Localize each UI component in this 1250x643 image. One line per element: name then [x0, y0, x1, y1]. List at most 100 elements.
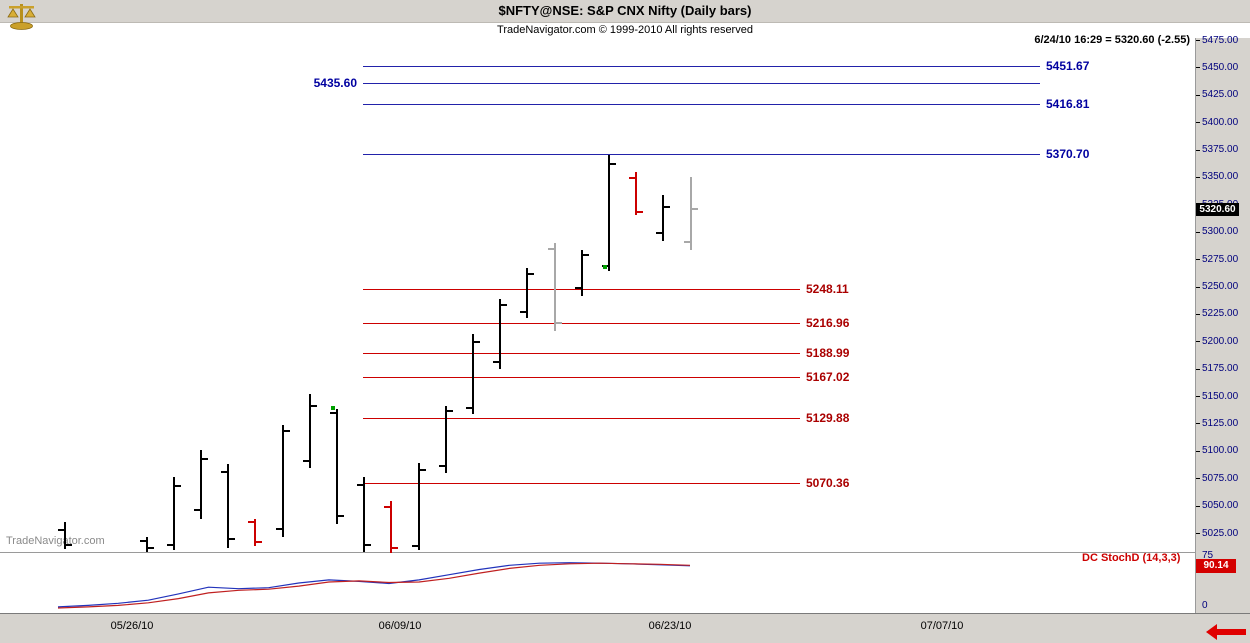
- ohlc-bar: [553, 242, 556, 332]
- ohlc-open-tick: [139, 539, 146, 542]
- ohlc-close-tick: [501, 304, 508, 307]
- ohlc-close-tick: [229, 537, 236, 540]
- ohlc-close-tick: [174, 484, 181, 487]
- price-line-label: 5129.88: [806, 411, 850, 426]
- ohlc-open-tick: [493, 361, 500, 364]
- price-line[interactable]: [363, 483, 800, 485]
- trade-marker: [603, 264, 607, 269]
- ohlc-close-tick: [392, 547, 399, 550]
- price-line-label: 5370.70: [1046, 147, 1090, 162]
- price-line-label: 5451.67: [1046, 58, 1090, 73]
- ohlc-bar: [281, 424, 284, 538]
- ohlc-bar: [580, 250, 583, 297]
- watermark: TradeNavigator.com: [6, 535, 105, 547]
- ohlc-bar: [689, 176, 692, 251]
- ohlc-bar: [227, 464, 230, 549]
- price-line-label: 5167.02: [806, 370, 850, 385]
- price-line[interactable]: [363, 83, 1040, 85]
- price-axis[interactable]: [1195, 38, 1250, 643]
- ohlc-bar: [608, 155, 610, 272]
- stoch-panel[interactable]: [0, 552, 1196, 615]
- ohlc-close-tick: [637, 211, 644, 213]
- ohlc-open-tick: [547, 248, 554, 251]
- copyright-line: TradeNavigator.com © 1999-2010 All right…: [497, 24, 753, 36]
- title-bar: $NFTY@NSE: S&P CNX Nifty (Daily bars): [0, 0, 1250, 23]
- ohlc-open-tick: [166, 544, 173, 547]
- price-line[interactable]: [363, 377, 800, 379]
- ohlc-open-tick: [221, 470, 228, 473]
- price-line-label: 5216.96: [806, 315, 850, 330]
- last-quote-readout: 6/24/10 16:29 = 5320.60 (-2.55): [1034, 34, 1190, 46]
- last-price-badge: 5320.60: [1196, 203, 1239, 216]
- ohlc-open-tick: [438, 465, 445, 468]
- ohlc-bar: [444, 405, 447, 473]
- ohlc-close-tick: [664, 205, 671, 208]
- ohlc-close-tick: [555, 321, 562, 324]
- scales-icon: [7, 4, 36, 30]
- ohlc-close-tick: [365, 544, 372, 547]
- price-line-label: 5435.60: [313, 76, 357, 91]
- ohlc-close-tick: [582, 253, 589, 256]
- ohlc-bar: [336, 409, 338, 525]
- ohlc-bar: [254, 518, 257, 547]
- ohlc-open-tick: [275, 527, 282, 530]
- ohlc-bar: [499, 298, 502, 369]
- ohlc-bar: [472, 333, 474, 414]
- stoch-axis-label-0: 0: [1202, 600, 1208, 611]
- ohlc-close-tick: [310, 404, 317, 407]
- ohlc-close-tick: [202, 457, 208, 460]
- ohlc-bar: [662, 194, 665, 241]
- ohlc-close-tick: [66, 544, 72, 547]
- ohlc-open-tick: [194, 509, 200, 511]
- chart-title: $NFTY@NSE: S&P CNX Nifty (Daily bars): [498, 3, 752, 18]
- ohlc-close-tick: [419, 468, 426, 471]
- ohlc-bar: [526, 267, 529, 319]
- ohlc-bar: [200, 449, 202, 519]
- ohlc-close-tick: [147, 547, 154, 550]
- red-arrow-icon: [1206, 624, 1246, 640]
- stoch-value-badge: 90.14: [1196, 559, 1236, 573]
- ohlc-open-tick: [656, 231, 663, 234]
- ohlc-close-tick: [256, 540, 263, 543]
- ohlc-open-tick: [466, 407, 472, 410]
- ohlc-close-tick: [528, 273, 535, 276]
- ohlc-close-tick: [446, 410, 453, 413]
- ohlc-close-tick: [283, 430, 290, 433]
- ohlc-bar: [145, 537, 148, 552]
- price-line-label: 5188.99: [806, 346, 850, 361]
- price-line[interactable]: [363, 322, 800, 324]
- trade-marker: [331, 406, 335, 411]
- ohlc-open-tick: [58, 528, 64, 531]
- time-axis[interactable]: [0, 613, 1250, 643]
- stoch-line-D: [57, 562, 691, 609]
- price-line-label: 5070.36: [806, 476, 850, 491]
- ohlc-close-tick: [610, 162, 616, 165]
- ohlc-open-tick: [411, 545, 418, 548]
- indicator-label: DC StochD (14,3,3): [1082, 552, 1181, 564]
- price-line[interactable]: [363, 353, 800, 355]
- price-line-label: 5248.11: [806, 281, 849, 296]
- ohlc-open-tick: [683, 240, 690, 243]
- price-line[interactable]: [363, 154, 1040, 156]
- stoch-axis-label-75: 75: [1202, 550, 1214, 561]
- ohlc-open-tick: [629, 177, 636, 179]
- price-line[interactable]: [363, 418, 800, 420]
- price-line-label: 5416.81: [1046, 96, 1090, 111]
- stoch-plot: [57, 562, 691, 609]
- ohlc-open-tick: [520, 310, 527, 313]
- ohlc-open-tick: [248, 521, 255, 523]
- ohlc-bar: [417, 462, 420, 551]
- ohlc-open-tick: [357, 483, 364, 486]
- price-line[interactable]: [363, 103, 1040, 105]
- ohlc-bar: [635, 171, 638, 216]
- ohlc-bar: [363, 477, 366, 552]
- price-line[interactable]: [363, 65, 1040, 67]
- ohlc-close-tick: [691, 208, 698, 211]
- ohlc-open-tick: [330, 411, 336, 414]
- scroll-left-arrow[interactable]: [1206, 624, 1248, 643]
- ohlc-close-tick: [474, 341, 480, 344]
- tradenavigator-logo: [5, 1, 39, 36]
- ohlc-close-tick: [338, 514, 344, 517]
